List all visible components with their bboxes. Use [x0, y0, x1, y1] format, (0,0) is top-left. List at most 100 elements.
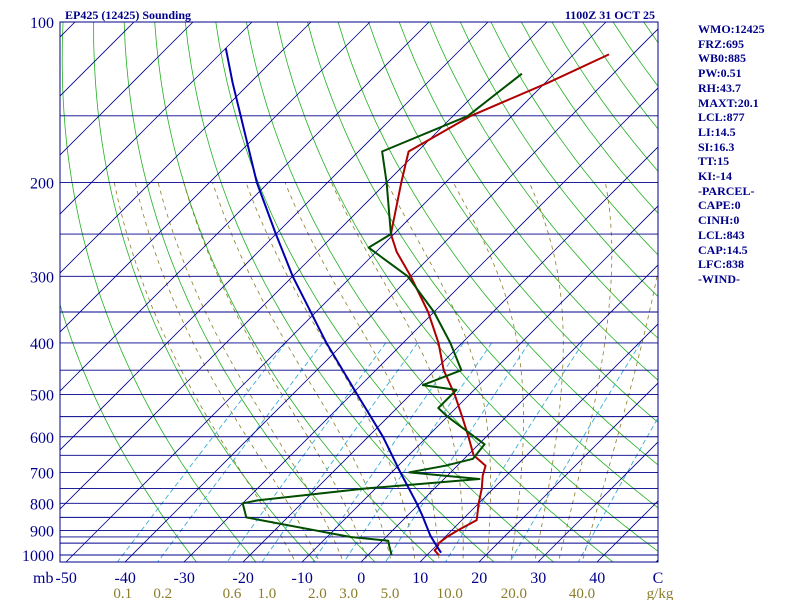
temperature-tick-label: -20 [233, 570, 254, 587]
sounding-traces [224, 48, 610, 556]
isotherm [60, 22, 253, 215]
isotherm [183, 87, 658, 562]
temperature-tick-label: 20 [471, 570, 487, 587]
isobar-lines [60, 115, 658, 556]
x-axis-prefix-label: mb [33, 570, 53, 587]
pressure-tick-label: 800 [30, 496, 54, 513]
stat-line: KI:-14 [698, 169, 732, 184]
mixing-ratio-label: 0.1 [113, 586, 132, 600]
pressure-tick-labels: 100 200 300 400 500 600 700 800 900 1000 [22, 15, 54, 565]
mixing-ratio-label: 40.0 [569, 586, 595, 600]
stat-line: CINH:0 [698, 213, 740, 228]
pressure-tick-label: 100 [30, 15, 54, 32]
mixing-ratio-label: 3.0 [339, 586, 358, 600]
stat-line: LCL:877 [698, 110, 745, 125]
stat-line: LI:14.5 [698, 124, 736, 139]
dry-adiabat [368, 22, 658, 423]
plot-frame [59, 21, 659, 563]
dry-adiabat [60, 303, 197, 562]
isotherm [60, 22, 194, 156]
mixing-ratio-label: 20.0 [501, 586, 527, 600]
isotherm [242, 146, 658, 562]
isotherm [301, 205, 658, 562]
stat-line: TT:15 [698, 154, 730, 169]
mixing-ratio-label: 2.0 [308, 586, 327, 600]
moist-adiabat [134, 182, 320, 562]
mixing-ratio-label: 0.6 [223, 586, 242, 600]
dry-adiabat [797, 22, 800, 569]
mixing-ratio-line [261, 342, 418, 562]
stat-line: WB0:885 [698, 51, 746, 66]
stat-line: LFC:838 [698, 257, 744, 272]
pressure-tick-label: 600 [30, 430, 54, 447]
pressure-tick-label: 500 [30, 388, 54, 405]
temperature-tick-label: -30 [174, 570, 195, 587]
stat-line: SI:16.3 [698, 139, 735, 154]
moist-adiabat [557, 182, 613, 562]
isotherm [419, 323, 658, 562]
pressure-tick-label: 700 [30, 465, 54, 482]
isotherm [124, 28, 658, 562]
moist-adiabat [284, 182, 440, 562]
moist-adiabat-lines [113, 182, 658, 562]
dry-adiabat [459, 22, 658, 298]
temperature-tick-label: 30 [530, 570, 546, 587]
moist-adiabat [581, 269, 658, 562]
moist-adiabat [113, 182, 296, 562]
isotherm [537, 441, 658, 562]
dry-adiabat [307, 22, 658, 509]
temperature-tick-label: C [653, 570, 664, 587]
stat-line: MAXT:20.1 [698, 95, 759, 110]
temperature-tick-label: -50 [56, 570, 77, 587]
isotherm [478, 382, 658, 562]
moist-adiabat [386, 182, 492, 562]
sounding-indices-panel: WMO:12425 FRZ:695 WB0:885 PW:0.51 RH:43.7 MAX… [698, 22, 765, 287]
isotherm [0, 22, 16, 568]
stat-line: PW:0.51 [698, 66, 742, 81]
pressure-tick-label: 400 [30, 336, 54, 353]
dry-adiabat [61, 22, 257, 562]
mixing-ratio-label: 1.0 [258, 586, 277, 600]
pressure-tick-label: 1000 [22, 548, 54, 565]
chart-timestamp: 1100Z 31 OCT 25 [565, 8, 655, 22]
mixing-ratio-label: 10.0 [437, 586, 463, 600]
mixing-ratio-label: 0.2 [153, 586, 172, 600]
isotherm [60, 22, 312, 274]
temperature-tick-label: 0 [357, 570, 365, 587]
temperature-tick-label: -10 [292, 570, 313, 587]
stat-line: -WIND- [698, 271, 740, 286]
stat-line: -PARCEL- [698, 183, 755, 198]
stat-line: FRZ:695 [698, 36, 744, 51]
isotherm [60, 22, 135, 97]
moist-adiabat [245, 182, 416, 562]
stat-line: LCL:843 [698, 227, 745, 242]
dry-adiabat-lines [60, 22, 800, 569]
isotherm [60, 22, 371, 333]
dry-adiabat [490, 22, 658, 256]
dry-adiabat [398, 22, 658, 381]
mixing-ratio-labels: 0.1 0.2 0.6 1.0 2.0 3.0 5.0 10.0 20.0 40.0 g/kg [113, 586, 674, 600]
temperature-tick-label: 10 [412, 570, 428, 587]
isotherm [596, 500, 658, 562]
dry-adiabat [429, 22, 658, 339]
stat-line: WMO:12425 [698, 22, 765, 36]
stat-line: RH:43.7 [698, 80, 741, 95]
moist-adiabat [212, 182, 392, 562]
moist-adiabat [157, 182, 344, 562]
chart-title: EP425 (12425) Sounding [65, 8, 191, 22]
stat-line: CAPE:0 [698, 198, 741, 213]
moist-adiabat [528, 182, 564, 562]
dry-adiabat [766, 22, 800, 569]
mixing-ratio-label: 5.0 [381, 586, 400, 600]
temperature-tick-label: -40 [115, 570, 136, 587]
skew-t-grid [0, 22, 800, 569]
dry-adiabat [337, 22, 658, 466]
isotherm [60, 22, 489, 451]
moist-adiabat [183, 182, 368, 562]
isotherm [360, 264, 658, 562]
mixing-ratio-label: g/kg [647, 586, 674, 600]
temperature-tick-label: 40 [589, 570, 605, 587]
stat-line: CAP:14.5 [698, 242, 748, 257]
isotherm [60, 22, 430, 392]
isotherm-lines [0, 22, 658, 568]
